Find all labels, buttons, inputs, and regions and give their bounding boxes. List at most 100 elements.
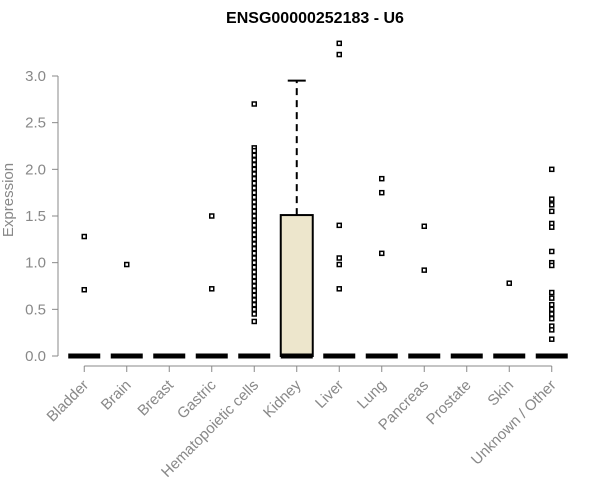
y-tick-label: 0.5	[25, 301, 46, 318]
outlier-point	[251, 273, 257, 280]
outlier-point	[549, 208, 555, 215]
outlier-point	[251, 166, 257, 173]
outlier-point	[379, 250, 385, 257]
outlier-point	[336, 222, 342, 229]
outlier-point	[379, 175, 385, 182]
outlier-point	[251, 245, 257, 252]
box-group	[493, 280, 526, 359]
outlier-point	[251, 185, 257, 191]
outlier-point	[336, 255, 342, 261]
outlier-point	[251, 161, 257, 168]
outlier-point	[549, 248, 555, 255]
outlier-point	[251, 222, 257, 229]
x-tick-label: Breast	[134, 376, 177, 419]
outlier-point	[251, 283, 257, 289]
outlier-point	[251, 259, 257, 266]
outlier-point	[251, 264, 257, 271]
outlier-point	[336, 261, 342, 268]
outlier-point	[251, 278, 257, 285]
y-tick-label: 1.5	[25, 208, 46, 225]
box-group	[365, 175, 398, 359]
outlier-point	[549, 289, 555, 296]
x-tick-label: Prostate	[423, 377, 475, 429]
outlier-point	[251, 318, 257, 325]
outlier-point	[124, 261, 130, 268]
outlier-point	[549, 295, 555, 301]
outlier-point	[336, 286, 342, 292]
chart-title: ENSG00000252183 - U6	[226, 10, 404, 27]
outlier-point	[251, 189, 257, 196]
outlier-point	[251, 175, 257, 182]
outlier-point	[549, 327, 555, 333]
outlier-point	[336, 51, 342, 58]
outlier-point	[251, 213, 257, 219]
outlier-point	[251, 194, 257, 201]
outlier-point	[421, 267, 427, 273]
y-tick-label: 2.0	[25, 161, 46, 178]
x-tick-label: Skin	[484, 377, 517, 410]
y-tick-label: 3.0	[25, 68, 46, 85]
outlier-point	[251, 147, 257, 154]
outlier-point	[251, 152, 257, 159]
outlier-point	[379, 189, 385, 196]
box-group	[408, 223, 441, 359]
outlier-point	[251, 255, 257, 261]
outlier-point	[549, 315, 555, 322]
y-tick-label: 1.0	[25, 255, 46, 272]
outlier-point	[251, 292, 257, 299]
outlier-point	[251, 208, 257, 215]
x-tick-label: Brain	[98, 377, 135, 414]
outlier-point	[251, 241, 257, 247]
outlier-point	[549, 202, 555, 208]
outlier-point	[251, 301, 257, 308]
outlier-point	[549, 311, 555, 317]
outlier-point	[251, 250, 257, 257]
outlier-point	[549, 166, 555, 173]
outlier-point	[549, 336, 555, 342]
outlier-point	[421, 223, 427, 230]
box-series	[68, 40, 568, 359]
outlier-point	[251, 101, 257, 107]
outlier-point	[209, 286, 215, 292]
box-group	[110, 261, 143, 359]
outlier-point	[549, 262, 555, 269]
outlier-point	[549, 306, 555, 313]
outlier-point	[251, 269, 257, 275]
outlier-point	[549, 301, 555, 308]
outlier-point	[251, 180, 257, 187]
outlier-point	[506, 280, 512, 286]
outlier-point	[549, 224, 555, 230]
outlier-point	[336, 40, 342, 47]
y-axis-label: Expression	[0, 163, 17, 237]
outlier-point	[251, 231, 257, 238]
y-tick-label: 2.5	[25, 115, 46, 132]
box-group	[68, 233, 101, 359]
box-group	[195, 213, 228, 359]
box-group	[279, 79, 314, 359]
outlier-point	[251, 297, 257, 303]
box	[279, 214, 314, 357]
outlier-point	[251, 227, 257, 233]
outlier-point	[251, 306, 257, 313]
box-group	[323, 40, 356, 359]
outlier-point	[251, 199, 257, 205]
x-tick-label: Bladder	[43, 377, 92, 426]
outlier-point	[549, 196, 555, 202]
outlier-point	[251, 287, 257, 294]
outlier-point	[251, 171, 257, 177]
box-group	[535, 166, 568, 359]
y-axis: 0.0 0.5 1.0 1.5 2.0 2.5 3.0	[25, 68, 59, 365]
outlier-point	[251, 236, 257, 243]
outlier-point	[251, 203, 257, 210]
outlier-point	[81, 286, 87, 293]
box-group	[238, 101, 271, 359]
x-tick-label: Liver	[312, 377, 347, 412]
y-tick-label: 0.0	[25, 348, 46, 365]
outlier-point	[251, 157, 257, 163]
outlier-point	[251, 217, 257, 224]
outlier-point	[81, 233, 87, 240]
x-tick-label: Lung	[354, 377, 390, 413]
outlier-point	[251, 311, 257, 317]
